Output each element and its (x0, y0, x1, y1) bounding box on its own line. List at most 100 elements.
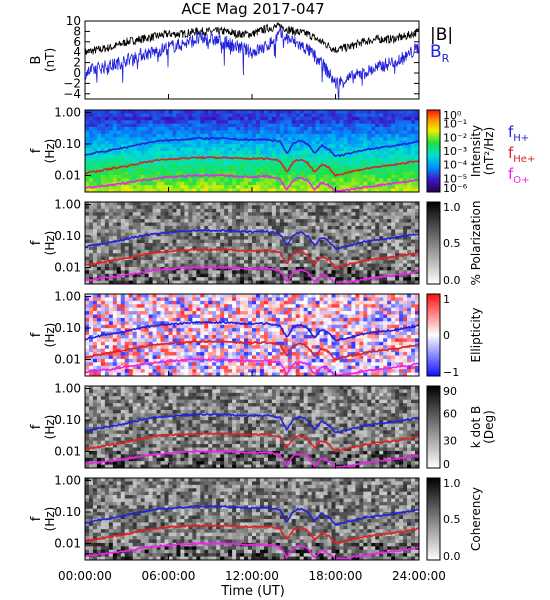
heatmap-cell (347, 113, 352, 118)
heatmap-cell (383, 263, 388, 268)
heatmap-cell (259, 116, 265, 121)
heatmap-cell (351, 263, 356, 268)
heatmap-cell (216, 164, 221, 169)
heatmap-cell (136, 137, 141, 142)
heatmap-cell (168, 205, 173, 210)
heatmap-cell (415, 273, 420, 278)
heatmap-cell (136, 239, 141, 244)
heatmap-cell (124, 137, 130, 142)
heatmap-cell (399, 263, 404, 268)
heatmap-cell (144, 151, 149, 155)
heatmap-cell (343, 144, 348, 148)
heatmap-cell (379, 202, 384, 206)
heatmap-cell (108, 358, 114, 363)
heatmap-cell (224, 236, 229, 240)
heatmap-cell (152, 222, 157, 227)
heatmap-cell (124, 300, 130, 305)
heatmap-cell (132, 154, 137, 159)
heatmap-cell (327, 260, 332, 264)
heatmap-cell (152, 178, 157, 183)
heatmap-cell (319, 151, 324, 155)
heatmap-cell (136, 236, 141, 240)
heatmap-cell (355, 157, 360, 162)
heatmap-cell (371, 263, 376, 268)
heatmap-cell (387, 208, 392, 213)
heatmap-cell (228, 317, 233, 322)
heatmap-cell (240, 154, 245, 159)
heatmap-cell (411, 263, 416, 268)
heatmap-cell (160, 215, 165, 220)
heatmap-cell (160, 263, 165, 268)
heatmap-cell (379, 215, 384, 220)
heatmap-cell (116, 338, 122, 343)
heatmap-cell (403, 133, 408, 138)
heatmap-cell (132, 232, 137, 237)
heatmap-cell (411, 253, 416, 257)
heatmap-cell (240, 188, 245, 193)
heatmap-cell (144, 202, 149, 206)
heatmap-cell (184, 123, 189, 128)
heatmap-cell (192, 294, 197, 298)
heatmap-cell (415, 185, 420, 189)
heatmap-cell (311, 215, 316, 220)
heatmap-cell (279, 208, 285, 213)
heatmap-cell (319, 215, 324, 220)
heatmap-cell (228, 140, 233, 145)
heatmap-cell (112, 338, 118, 343)
heatmap-cell (351, 236, 356, 240)
heatmap-cell (172, 239, 177, 244)
heatmap-cell (331, 130, 336, 135)
heatmap-cell (407, 280, 412, 285)
heatmap-cell (252, 205, 257, 210)
heatmap-cell (116, 174, 122, 179)
heatmap-cell (287, 229, 293, 234)
heatmap-cell (383, 130, 388, 135)
heatmap-cell (180, 147, 185, 152)
heatmap-cell (128, 372, 134, 377)
heatmap-cell (136, 321, 141, 326)
heatmap-cell (224, 222, 229, 227)
heatmap-cell (252, 246, 257, 251)
heatmap-cell (140, 229, 145, 234)
heatmap-cell (255, 202, 261, 206)
heatmap-cell (331, 120, 336, 124)
heatmap-cell (208, 307, 213, 312)
heatmap-cell (92, 328, 98, 332)
heatmap-cell (124, 338, 130, 343)
heatmap-cell (244, 181, 249, 186)
heatmap-cell (228, 222, 233, 227)
heatmap-cell (327, 229, 332, 234)
heatmap-cell (259, 157, 265, 162)
heatmap-cell (303, 263, 308, 268)
heatmap-cell (140, 246, 145, 251)
heatmap-cell (244, 188, 249, 193)
heatmap-cell (327, 113, 332, 118)
heatmap-cell (104, 188, 110, 193)
heatmap-cell (196, 157, 201, 162)
heatmap-cell (323, 222, 328, 227)
heatmap-cell (176, 307, 181, 312)
heatmap-cell (124, 151, 130, 155)
heatmap-cell (112, 130, 118, 135)
heatmap-cell (120, 243, 126, 247)
heatmap-cell (347, 239, 352, 244)
heatmap-cell (112, 157, 118, 162)
heatmap-cell (263, 130, 269, 135)
heatmap-cell (371, 120, 376, 124)
heatmap-cell (267, 144, 273, 148)
heatmap-cell (299, 154, 304, 159)
heatmap-cell (371, 137, 376, 142)
legend-bmag-label: |B| (430, 25, 453, 45)
heatmap-cell (160, 365, 165, 370)
heatmap-cell (327, 174, 332, 179)
heatmap-cell (136, 144, 141, 148)
heatmap-cell (188, 154, 193, 159)
heatmap-cell (263, 157, 269, 162)
heatmap-cell (279, 157, 285, 162)
heatmap-cell (291, 147, 297, 152)
heatmap-cell (212, 154, 217, 159)
heatmap-cell (96, 249, 102, 254)
heatmap-cell (184, 260, 189, 264)
heatmap-cell (375, 120, 380, 124)
heatmap-cell (216, 161, 221, 165)
